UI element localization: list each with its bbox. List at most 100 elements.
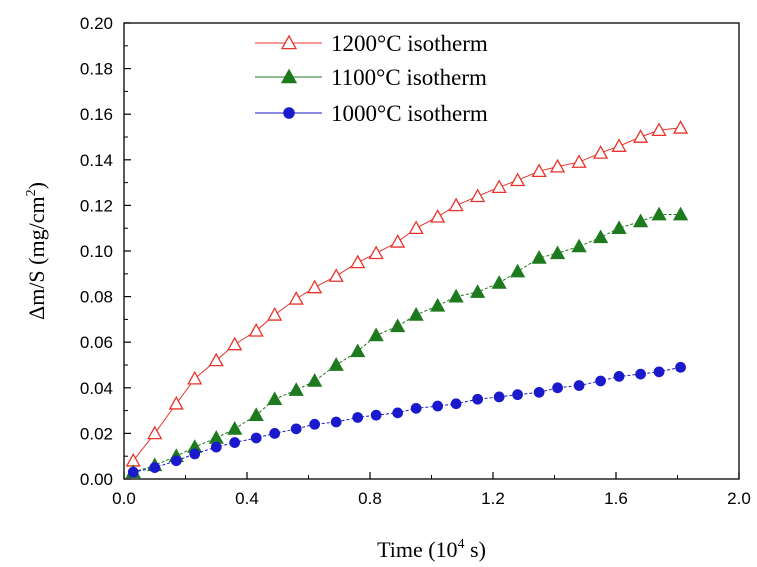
data-point bbox=[613, 371, 625, 382]
legend-item: 1200°C isotherm bbox=[255, 31, 488, 56]
data-point bbox=[549, 158, 566, 173]
data-point bbox=[149, 462, 161, 473]
data-point bbox=[672, 120, 689, 134]
data-point bbox=[307, 373, 323, 387]
data-point bbox=[189, 448, 201, 460]
data-point bbox=[653, 366, 665, 378]
data-point bbox=[210, 441, 222, 453]
data-point bbox=[208, 430, 224, 444]
data-point bbox=[493, 391, 505, 403]
series-2 bbox=[125, 206, 689, 479]
y-axis-title-unit: ) bbox=[24, 182, 49, 189]
data-point bbox=[410, 402, 422, 414]
series-line bbox=[133, 214, 681, 473]
series-1 bbox=[125, 120, 689, 467]
data-point bbox=[352, 412, 364, 423]
data-point bbox=[470, 284, 486, 298]
y-tick-label: 0.00 bbox=[80, 470, 113, 489]
data-point bbox=[509, 263, 526, 278]
data-point bbox=[571, 238, 587, 253]
data-point bbox=[125, 452, 141, 467]
legend: 1200°C isotherm 1100°C isotherm 1000°C iso… bbox=[255, 31, 488, 126]
data-point bbox=[309, 418, 321, 430]
y-tick-label: 0.10 bbox=[80, 242, 113, 261]
data-layer bbox=[125, 120, 689, 479]
y-tick-label: 0.12 bbox=[80, 196, 113, 215]
legend-marker bbox=[283, 107, 295, 119]
data-point bbox=[491, 179, 507, 194]
data-point bbox=[573, 380, 585, 391]
x-axis-title-unit: s) bbox=[465, 537, 486, 562]
data-point bbox=[187, 370, 203, 385]
data-point bbox=[611, 138, 627, 152]
data-point bbox=[328, 357, 344, 371]
data-point bbox=[531, 250, 547, 264]
data-point bbox=[267, 391, 283, 406]
data-point bbox=[430, 208, 446, 223]
legend-marker bbox=[280, 68, 298, 84]
data-point bbox=[250, 432, 262, 444]
y-axis-title-exponent: 2 bbox=[24, 189, 39, 196]
data-point bbox=[533, 386, 545, 398]
x-axis-title: Time (104 s) bbox=[377, 537, 486, 562]
y-axis-title: Δm/S (mg/cm2) bbox=[24, 182, 49, 320]
data-point bbox=[368, 245, 384, 260]
series-3 bbox=[127, 361, 686, 478]
data-point bbox=[390, 234, 406, 248]
data-point bbox=[595, 375, 606, 387]
data-point bbox=[147, 425, 163, 440]
data-point bbox=[632, 213, 649, 228]
axis-layer: 0.0 0.4 0.8 1.2 1.6 2.0 0.00 0.02 0.04 0.06 0.08 0.… bbox=[80, 14, 751, 508]
data-point bbox=[227, 421, 243, 435]
y-tick-label: 0.08 bbox=[80, 288, 113, 307]
y-tick-label: 0.16 bbox=[80, 105, 113, 124]
data-point bbox=[229, 437, 241, 448]
data-point bbox=[328, 268, 344, 282]
data-point bbox=[248, 322, 264, 337]
data-point bbox=[470, 188, 486, 203]
data-point bbox=[288, 291, 304, 305]
data-point bbox=[549, 245, 566, 260]
data-point bbox=[408, 220, 424, 235]
data-point bbox=[651, 122, 667, 137]
data-point bbox=[227, 336, 243, 351]
y-tick-label: 0.02 bbox=[80, 424, 113, 443]
data-point bbox=[509, 172, 526, 187]
data-point bbox=[370, 409, 382, 421]
data-point bbox=[368, 327, 384, 342]
y-tick-label: 0.20 bbox=[80, 14, 113, 33]
data-point bbox=[448, 288, 464, 303]
data-point bbox=[307, 279, 323, 294]
y-axis-title-main: Δm/S (mg/cm bbox=[24, 196, 49, 320]
data-point bbox=[390, 318, 406, 333]
y-tick-label: 0.06 bbox=[80, 333, 113, 352]
data-point bbox=[170, 455, 182, 467]
x-tick-label: 1.6 bbox=[604, 489, 628, 508]
data-point bbox=[267, 307, 283, 321]
data-point bbox=[430, 297, 446, 312]
legend-label: 1100°C isotherm bbox=[331, 65, 487, 90]
data-point bbox=[269, 428, 281, 439]
data-point bbox=[392, 407, 404, 419]
data-point bbox=[448, 197, 464, 212]
data-point bbox=[248, 407, 264, 422]
x-tick-label: 0.8 bbox=[358, 489, 382, 508]
data-point bbox=[168, 395, 184, 410]
legend-item: 1100°C isotherm bbox=[255, 65, 487, 90]
data-point bbox=[635, 368, 646, 380]
data-point bbox=[593, 229, 609, 244]
data-point bbox=[127, 466, 139, 478]
data-point bbox=[571, 154, 587, 168]
data-point bbox=[632, 129, 649, 143]
data-point bbox=[552, 382, 563, 394]
series-line bbox=[132, 127, 681, 462]
x-axis-title-exponent: 4 bbox=[458, 537, 465, 552]
data-point bbox=[432, 400, 444, 412]
x-tick-label: 1.2 bbox=[481, 489, 505, 508]
data-point bbox=[491, 275, 507, 289]
plot-frame bbox=[123, 22, 740, 480]
data-point bbox=[611, 220, 627, 235]
data-point bbox=[208, 352, 224, 367]
data-point bbox=[531, 163, 547, 178]
